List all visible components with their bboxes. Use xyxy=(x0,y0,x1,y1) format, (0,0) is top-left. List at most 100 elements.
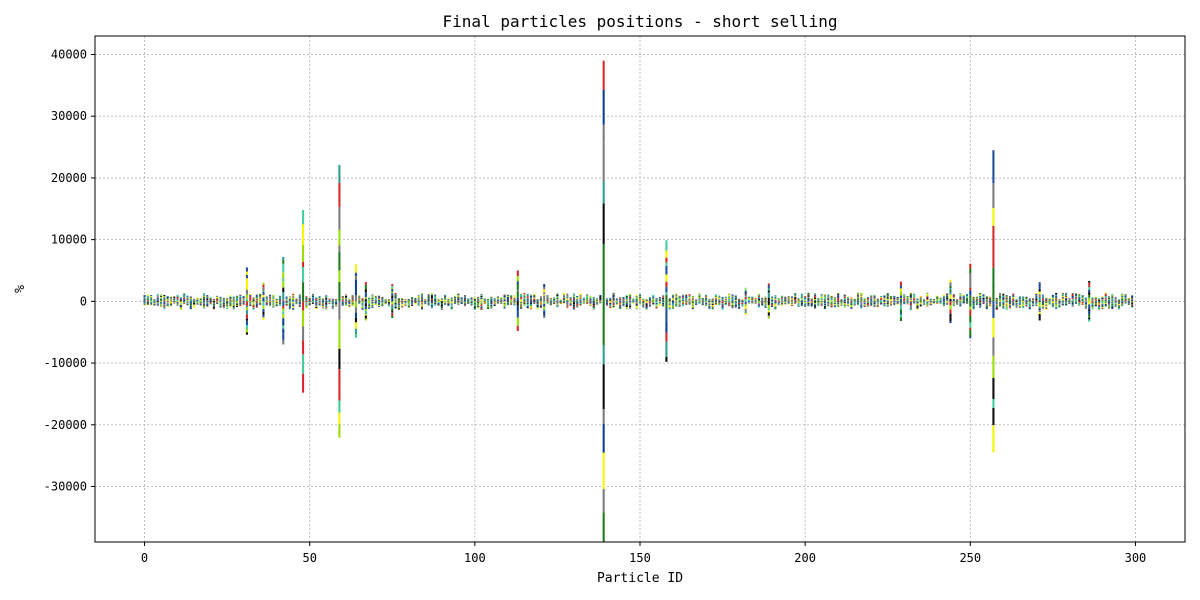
particle-bar-segment xyxy=(186,303,189,304)
particle-bar-segment xyxy=(457,303,460,305)
particle-bar-segment xyxy=(189,297,192,299)
particle-bar-segment xyxy=(341,304,344,306)
particle-bar-segment xyxy=(708,301,711,303)
particle-bar-segment xyxy=(681,302,684,303)
particle-bar-segment xyxy=(781,298,784,301)
particle-bar-segment xyxy=(939,297,942,299)
particle-bar-segment xyxy=(282,256,285,261)
particle-bar-segment xyxy=(302,210,305,225)
particle-bar-segment xyxy=(480,307,483,310)
particle-bar-segment xyxy=(962,302,965,304)
particle-bar-segment xyxy=(298,305,301,306)
particle-bar-segment xyxy=(718,304,721,306)
particle-bar-segment xyxy=(1048,298,1051,299)
particle-bar-segment xyxy=(906,301,909,303)
particle-bar-segment xyxy=(672,301,675,303)
particle-bar-segment xyxy=(255,297,258,299)
particle-bar-segment xyxy=(454,296,457,298)
particle-bar-segment xyxy=(1111,307,1114,310)
particle-bar-segment xyxy=(566,296,569,298)
particle-bar-segment xyxy=(1111,298,1114,300)
particle-bar-segment xyxy=(364,301,367,304)
particle-bar-segment xyxy=(876,302,879,303)
particle-bar-segment xyxy=(744,296,747,300)
particle-bar-segment xyxy=(1032,298,1035,299)
particle-bar-segment xyxy=(216,295,219,297)
particle-bar-segment xyxy=(318,302,321,304)
particle-bar-segment xyxy=(1061,302,1064,304)
particle-bar-segment xyxy=(764,297,767,298)
particle-bar-segment xyxy=(209,300,212,301)
particle-bar-segment xyxy=(625,298,628,300)
particle-bar-segment xyxy=(685,303,688,304)
particle-bar-segment xyxy=(1121,303,1124,304)
particle-bar-segment xyxy=(724,297,727,299)
particle-bar-segment xyxy=(391,293,394,296)
particle-bar-segment xyxy=(1018,300,1021,301)
particle-bar-segment xyxy=(424,301,427,302)
particle-bar-segment xyxy=(632,299,635,300)
particle-bar-segment xyxy=(539,300,542,302)
particle-bar-segment xyxy=(853,301,856,303)
particle-bar-segment xyxy=(807,304,810,305)
particle-bar-segment xyxy=(632,299,635,301)
particle-bar-segment xyxy=(820,296,823,298)
particle-bar-segment xyxy=(1071,294,1074,296)
particle-bar-segment xyxy=(278,297,281,299)
particle-bar-segment xyxy=(781,297,784,299)
particle-bar-segment xyxy=(827,302,830,303)
particle-bar-segment xyxy=(351,301,354,303)
particle-bar-segment xyxy=(1045,301,1048,304)
particle-bar-segment xyxy=(533,296,536,298)
particle-bar-segment xyxy=(764,305,767,307)
particle-bar-segment xyxy=(354,291,357,296)
particle-bar-segment xyxy=(146,296,149,298)
particle-bar-segment xyxy=(926,296,929,298)
particle-bar-segment xyxy=(989,301,992,303)
particle-bar-segment xyxy=(856,294,860,296)
particle-bar-segment xyxy=(156,300,159,302)
particle-bar-segment xyxy=(285,303,288,305)
particle-bar-segment xyxy=(969,301,972,307)
particle-bar-segment xyxy=(741,305,744,306)
particle-bar-segment xyxy=(526,296,529,298)
particle-bar-segment xyxy=(529,297,533,298)
particle-bar-segment xyxy=(734,305,737,307)
particle-bar-segment xyxy=(206,297,209,299)
particle-bar-segment xyxy=(579,301,582,303)
particle-bar-segment xyxy=(378,306,381,308)
particle-bar-segment xyxy=(546,301,549,302)
particle-bar-segment xyxy=(833,297,836,298)
particle-bar-segment xyxy=(899,288,902,292)
particle-bar-segment xyxy=(160,294,163,296)
particle-bar-segment xyxy=(942,304,945,306)
particle-bar-segment xyxy=(1124,302,1127,304)
particle-bar-segment xyxy=(411,299,414,300)
particle-bar-segment xyxy=(556,306,559,308)
particle-bar-segment xyxy=(655,308,658,309)
particle-bar-segment xyxy=(1041,297,1044,299)
particle-bar-segment xyxy=(262,314,265,318)
particle-bar-segment xyxy=(658,300,661,301)
particle-bar-segment xyxy=(364,309,367,311)
particle-bar-segment xyxy=(156,302,159,304)
particle-bar-segment xyxy=(219,299,222,301)
particle-bar-segment xyxy=(368,300,371,301)
particle-bar-segment xyxy=(648,299,651,301)
particle-bar-segment xyxy=(473,297,476,299)
particle-bar-segment xyxy=(371,303,374,305)
particle-bar-segment xyxy=(853,298,856,300)
particle-bar-segment xyxy=(232,307,235,309)
particle-bar-segment xyxy=(255,307,258,308)
particle-bar-segment xyxy=(995,298,998,299)
particle-bar-segment xyxy=(850,302,853,304)
particle-bar-segment xyxy=(629,300,632,301)
particle-bar-segment xyxy=(800,298,803,300)
particle-bar-segment xyxy=(282,340,285,345)
particle-bar-segment xyxy=(1117,301,1120,303)
particle-bar-segment xyxy=(533,303,536,304)
particle-bar-segment xyxy=(292,308,295,310)
particle-bar-segment xyxy=(923,302,926,303)
particle-bar-segment xyxy=(166,302,169,303)
particle-bar-segment xyxy=(146,301,149,303)
